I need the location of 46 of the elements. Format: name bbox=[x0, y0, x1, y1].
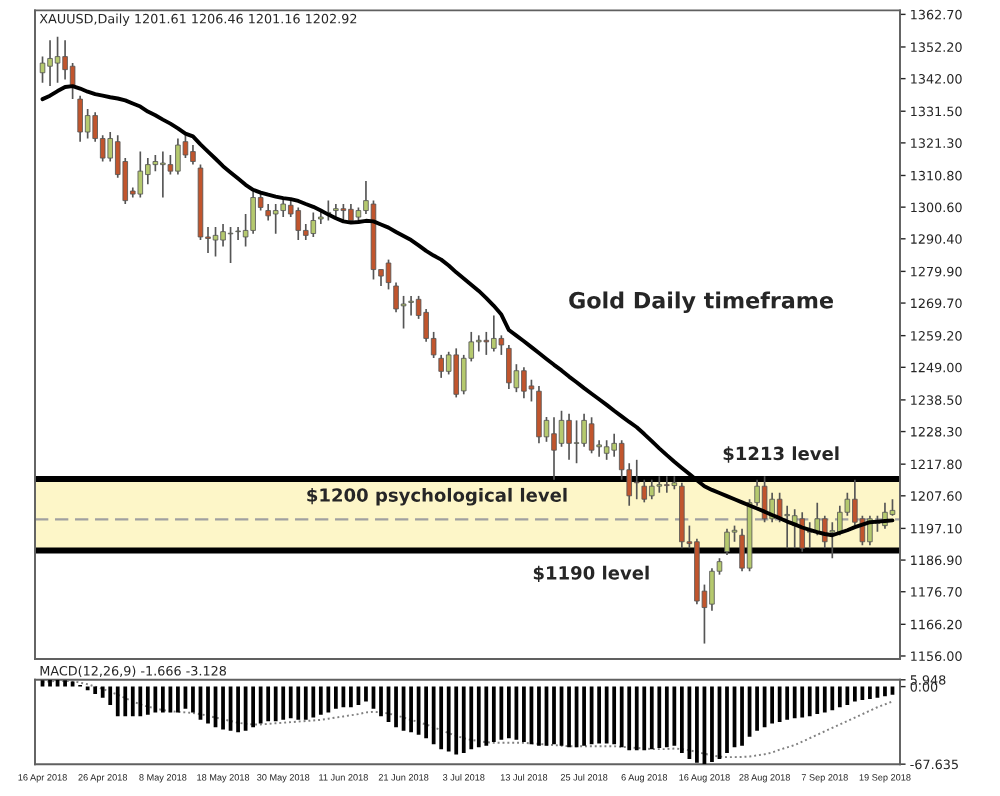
candlestick bbox=[656, 475, 663, 494]
candlestick bbox=[476, 334, 482, 353]
candlestick bbox=[385, 258, 392, 291]
candlestick bbox=[664, 475, 670, 494]
candlestick bbox=[47, 39, 53, 87]
candlestick bbox=[160, 150, 166, 199]
candlestick bbox=[483, 331, 490, 356]
candlestick bbox=[536, 385, 542, 445]
candlestick bbox=[272, 203, 279, 235]
candlestick bbox=[54, 35, 61, 84]
ref-line-label: $1200 psychological level bbox=[307, 487, 567, 506]
candlestick bbox=[220, 223, 226, 248]
candlestick bbox=[521, 366, 527, 400]
candlestick bbox=[235, 226, 241, 241]
ref-line-label: $1190 level bbox=[533, 565, 649, 583]
candlestick bbox=[649, 478, 655, 501]
candlestick bbox=[724, 527, 730, 556]
candlestick bbox=[393, 281, 399, 314]
candlestick bbox=[69, 62, 76, 100]
candlestick bbox=[190, 144, 196, 166]
candlestick bbox=[566, 413, 572, 461]
candlestick bbox=[491, 314, 497, 353]
ref-line-label: $1213 level bbox=[723, 446, 839, 463]
candlestick bbox=[551, 416, 557, 481]
candlestick bbox=[62, 39, 68, 81]
candlestick bbox=[573, 419, 580, 465]
candlestick bbox=[295, 206, 302, 241]
candlestick bbox=[498, 334, 505, 356]
candlestick bbox=[603, 439, 610, 461]
candlestick bbox=[784, 504, 790, 550]
candlestick bbox=[175, 137, 181, 176]
candlestick bbox=[588, 416, 595, 455]
candlestick bbox=[408, 295, 414, 317]
candlestick bbox=[250, 190, 256, 235]
candlestick bbox=[137, 150, 144, 199]
candlestick bbox=[528, 378, 535, 403]
candlestick bbox=[581, 413, 587, 448]
candlestick bbox=[506, 344, 512, 390]
line-series bbox=[41, 679, 894, 759]
candlestick bbox=[709, 567, 715, 612]
text: Gold Daily timeframe bbox=[569, 291, 833, 314]
candlestick bbox=[212, 226, 219, 258]
candlestick bbox=[77, 94, 83, 143]
candlestick bbox=[310, 211, 317, 238]
candlestick bbox=[558, 409, 565, 448]
candlestick bbox=[453, 347, 459, 399]
